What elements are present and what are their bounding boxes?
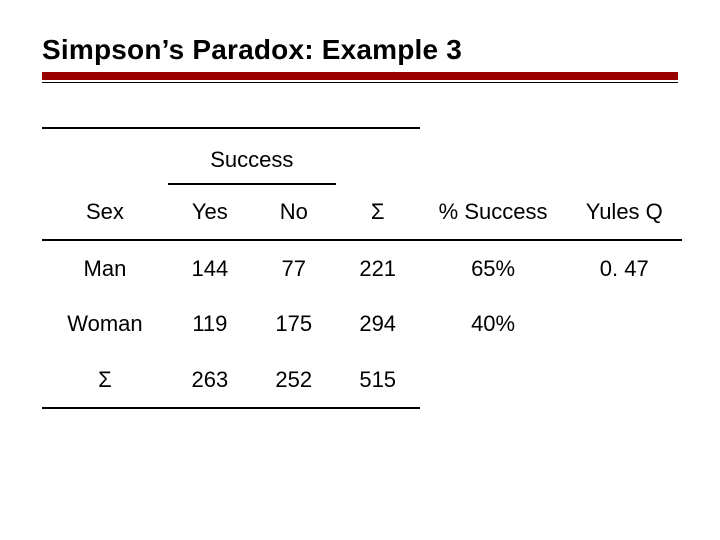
col-yulesq: Yules Q (567, 184, 682, 240)
cell-pct (420, 352, 567, 408)
title-rule-thin (42, 82, 678, 83)
cell-sum: 515 (336, 352, 420, 408)
table-row: Man 144 77 221 65% 0. 47 (42, 240, 682, 296)
data-table: Success Sex Yes No Σ % Success Yules Q M… (42, 127, 682, 409)
cell-sex: Woman (42, 296, 168, 352)
cell-sex: Man (42, 240, 168, 296)
cell-yq (567, 296, 682, 352)
cell-sum: 294 (336, 296, 420, 352)
cell-yq (567, 352, 682, 408)
col-pct: % Success (420, 184, 567, 240)
cell-yes: 263 (168, 352, 252, 408)
table-group-header-row: Success (42, 128, 682, 184)
table-container: Success Sex Yes No Σ % Success Yules Q M… (42, 127, 678, 409)
group-header-success: Success (168, 128, 336, 184)
table-header-row: Sex Yes No Σ % Success Yules Q (42, 184, 682, 240)
cell-no: 175 (252, 296, 336, 352)
cell-no: 252 (252, 352, 336, 408)
blank-cell (567, 128, 682, 184)
col-sigma: Σ (336, 184, 420, 240)
cell-sum: 221 (336, 240, 420, 296)
table-row: Woman 119 175 294 40% (42, 296, 682, 352)
blank-cell (420, 128, 567, 184)
slide: Simpson’s Paradox: Example 3 Success Sex… (0, 0, 720, 540)
cell-pct: 65% (420, 240, 567, 296)
blank-cell (42, 128, 168, 184)
cell-sex: Σ (42, 352, 168, 408)
col-yes: Yes (168, 184, 252, 240)
title-rule-thick (42, 72, 678, 80)
slide-title: Simpson’s Paradox: Example 3 (42, 34, 678, 66)
cell-yes: 144 (168, 240, 252, 296)
cell-yes: 119 (168, 296, 252, 352)
table-row-total: Σ 263 252 515 (42, 352, 682, 408)
cell-pct: 40% (420, 296, 567, 352)
col-no: No (252, 184, 336, 240)
blank-cell (336, 128, 420, 184)
cell-no: 77 (252, 240, 336, 296)
cell-yq: 0. 47 (567, 240, 682, 296)
col-sex: Sex (42, 184, 168, 240)
